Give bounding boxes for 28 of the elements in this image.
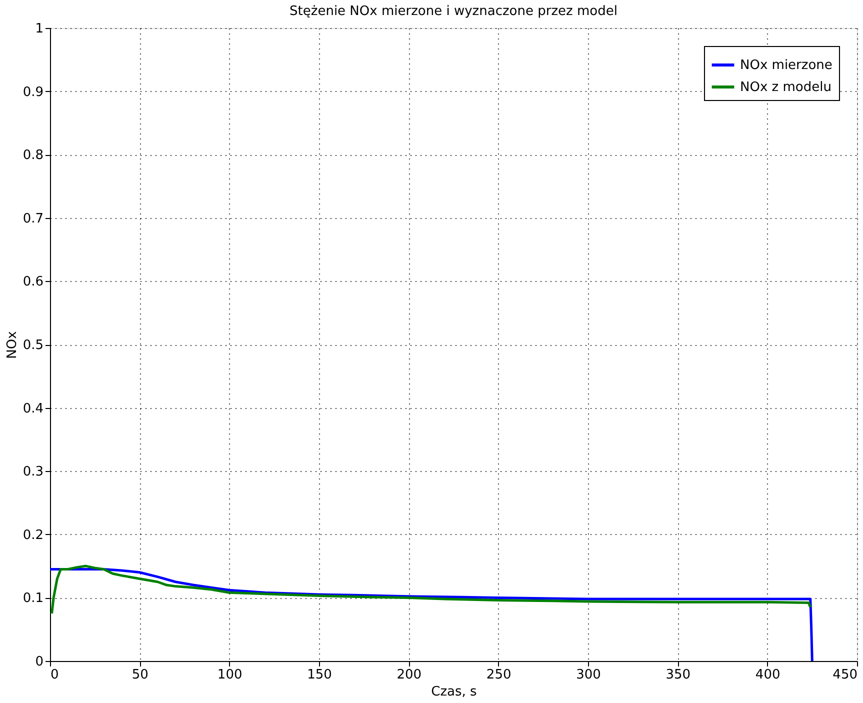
x-tick-label: 400 bbox=[755, 668, 780, 682]
y-tick-label: 0.6 bbox=[22, 274, 44, 290]
line-series bbox=[50, 564, 812, 615]
y-tick-label: 0.8 bbox=[22, 148, 44, 164]
x-tick-label: 0 bbox=[50, 668, 59, 682]
y-tick-label: 0.4 bbox=[22, 401, 44, 416]
y-tick-label: 0.3 bbox=[22, 464, 44, 480]
x-tick-label: 150 bbox=[307, 668, 332, 682]
x-tick-label: 200 bbox=[396, 668, 422, 682]
x-tick-label: 50 bbox=[132, 668, 148, 682]
x-tick-label: 450 bbox=[832, 668, 858, 682]
y-tick-label: 0.7 bbox=[22, 211, 44, 226]
x-tick-label: 300 bbox=[576, 668, 601, 682]
chart-title: Stężenie NOx mierzone i wyznaczone przez model bbox=[290, 4, 618, 19]
y-tick-label: 0 bbox=[35, 654, 44, 670]
y-tick-label: 1 bbox=[35, 22, 44, 36]
y-tick-label: 0.2 bbox=[22, 528, 44, 543]
legend-label: NOx mierzone bbox=[740, 58, 832, 73]
y-tick-label: 0.1 bbox=[22, 591, 44, 606]
legend-label: NOx z modelu bbox=[740, 80, 832, 95]
y-axis-title: NOx bbox=[4, 330, 20, 359]
x-tick-label: 350 bbox=[666, 668, 691, 682]
y-tick-label: 0.9 bbox=[22, 84, 44, 100]
x-axis-title: Czas, s bbox=[431, 684, 478, 700]
x-tick-label: 250 bbox=[486, 668, 512, 682]
y-tick-label: 0.5 bbox=[22, 338, 44, 353]
x-tick-label: 100 bbox=[217, 668, 242, 682]
line-series bbox=[48, 568, 814, 662]
